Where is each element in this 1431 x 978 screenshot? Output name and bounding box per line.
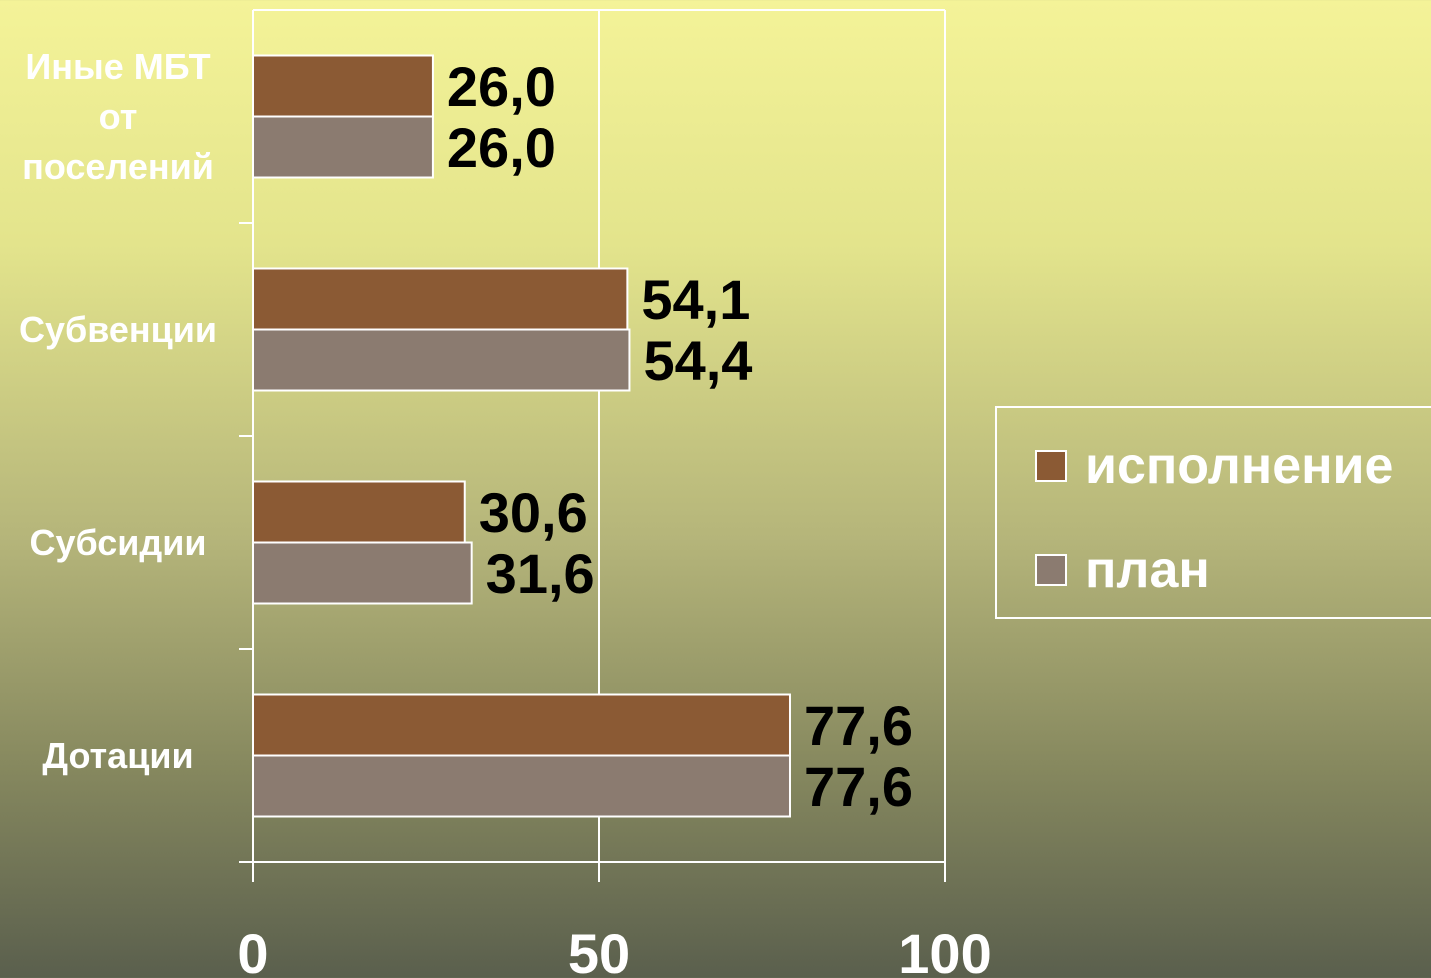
legend-swatch-execution	[1035, 450, 1067, 482]
data-label: 31,6	[486, 542, 595, 605]
category-label: Субвенции	[3, 305, 233, 355]
data-label: 30,6	[479, 481, 588, 544]
legend: исполнение план	[995, 406, 1431, 619]
data-label: 77,6	[804, 694, 913, 757]
x-tick-label: 100	[898, 922, 991, 978]
legend-label-execution: исполнение	[1085, 437, 1394, 495]
bar-plan	[252, 328, 631, 392]
bar-plan	[252, 541, 473, 605]
legend-item-execution: исполнение	[1035, 436, 1393, 496]
legend-item-plan: план	[1035, 540, 1210, 600]
category-label: Дотации	[3, 731, 233, 781]
category-label-line: Иные МБТ	[25, 45, 211, 87]
bar-execution	[252, 480, 466, 544]
category-label-line: Субсидии	[29, 521, 207, 563]
category-label: Иные МБТ от поселений	[3, 42, 233, 192]
legend-label-plan: план	[1085, 541, 1210, 599]
x-tick-label: 0	[237, 922, 268, 978]
category-label-line: от	[98, 95, 138, 137]
category-label-line: поселений	[22, 145, 214, 187]
bar-execution	[252, 54, 434, 118]
category-label-line: Дотации	[42, 734, 194, 776]
legend-swatch-plan	[1035, 554, 1067, 586]
x-tick-label: 50	[568, 922, 630, 978]
data-label: 54,4	[643, 329, 752, 392]
bar-execution	[252, 267, 629, 331]
data-label: 77,6	[804, 755, 913, 818]
data-label: 54,1	[641, 268, 750, 331]
category-label: Субсидии	[3, 518, 233, 568]
bar-plan	[252, 115, 434, 179]
data-label: 26,0	[447, 116, 556, 179]
bar-plan	[252, 754, 791, 818]
data-label: 26,0	[447, 55, 556, 118]
bar-execution	[252, 693, 791, 757]
category-label-line: Субвенции	[18, 308, 218, 350]
